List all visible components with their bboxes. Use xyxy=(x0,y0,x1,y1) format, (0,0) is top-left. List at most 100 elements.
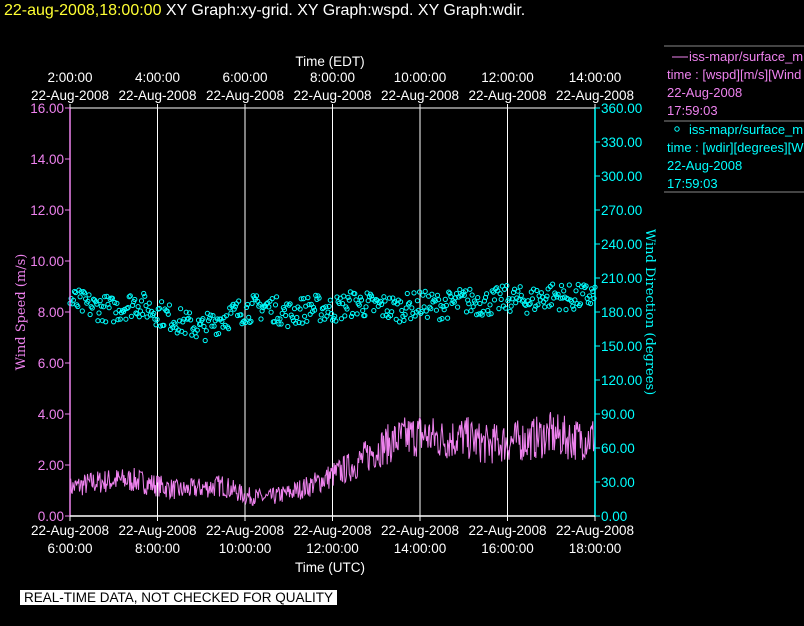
y-right-tick-label: 90.00 xyxy=(601,407,635,422)
wind-direction-point xyxy=(469,292,475,298)
wind-direction-point xyxy=(439,316,445,322)
wind-direction-point xyxy=(286,302,292,308)
wind-direction-point xyxy=(214,316,220,322)
wind-direction-point xyxy=(357,294,363,300)
wind-direction-point xyxy=(468,308,474,314)
wind-direction-point xyxy=(363,304,369,310)
legend-wdir-variable: time : [wdir][degrees][W xyxy=(667,140,804,155)
wind-direction-point xyxy=(488,311,494,317)
wind-direction-point xyxy=(532,306,538,312)
wind-direction-point xyxy=(266,304,272,310)
y-right-tick-label: 180.00 xyxy=(601,305,642,320)
y-left-tick-label: 2.00 xyxy=(38,458,64,473)
x-bottom-tick-date: 22-Aug-2008 xyxy=(381,523,459,538)
wind-direction-point xyxy=(128,313,134,319)
wind-direction-point xyxy=(285,323,291,330)
wind-direction-point xyxy=(484,291,490,297)
wind-direction-point xyxy=(346,297,352,303)
wind-direction-point xyxy=(81,290,88,296)
wind-direction-point xyxy=(294,314,300,321)
x-top-tick-date: 22-Aug-2008 xyxy=(31,88,109,103)
wind-direction-point xyxy=(143,303,149,309)
wind-direction-point xyxy=(80,289,87,295)
wind-direction-point xyxy=(94,301,100,307)
wind-direction-point xyxy=(497,291,503,297)
y-right-tick-label: 330.00 xyxy=(601,135,642,150)
wind-direction-point xyxy=(113,310,119,316)
wind-direction-point xyxy=(310,304,317,310)
wind-direction-point xyxy=(247,319,253,325)
wind-direction-point xyxy=(496,306,502,312)
wind-direction-point xyxy=(133,310,139,316)
wind-direction-point xyxy=(360,308,366,314)
wind-direction-point xyxy=(396,319,403,325)
wind-direction-point xyxy=(433,307,439,313)
wind-direction-point xyxy=(445,315,451,321)
wind-direction-point xyxy=(389,309,395,315)
y-right-tick-label: 240.00 xyxy=(601,237,642,252)
wind-direction-point xyxy=(428,306,434,312)
wind-direction-point xyxy=(151,310,157,316)
legend-wspd-variable: time : [wspd][m/s][Wind xyxy=(667,67,801,82)
wind-direction-point xyxy=(405,301,412,307)
wind-direction-point xyxy=(429,291,435,297)
wind-direction-point xyxy=(157,323,164,329)
wind-direction-point xyxy=(124,305,130,311)
wind-direction-point xyxy=(411,290,417,296)
wind-direction-point xyxy=(328,311,334,317)
wind-direction-point xyxy=(338,316,344,322)
wind-direction-point xyxy=(508,303,514,309)
wind-direction-point xyxy=(268,309,274,315)
wind-direction-point xyxy=(205,318,212,324)
wind-direction-point xyxy=(515,288,521,294)
wind-direction-point xyxy=(414,298,420,304)
wind-direction-point xyxy=(191,325,197,331)
wind-direction-point xyxy=(104,293,110,299)
wind-direction-point xyxy=(558,282,565,289)
wind-direction-point xyxy=(498,296,504,302)
wind-direction-point xyxy=(402,312,408,318)
wind-direction-point xyxy=(587,300,594,307)
wind-direction-point xyxy=(238,312,244,318)
wind-direction-point xyxy=(100,304,107,310)
y-right-tick-label: 30.00 xyxy=(601,475,635,490)
wind-direction-point xyxy=(226,326,232,332)
wind-direction-point xyxy=(298,296,304,302)
wind-direction-point xyxy=(327,297,333,303)
wind-direction-point xyxy=(159,299,165,305)
y-left-tick-label: 4.00 xyxy=(38,407,64,422)
wind-direction-point xyxy=(249,300,255,306)
wind-direction-point xyxy=(399,307,405,314)
wind-direction-point xyxy=(121,309,127,315)
y-left-tick-label: 16.00 xyxy=(30,101,64,116)
wind-direction-point xyxy=(184,316,190,322)
wind-direction-point xyxy=(408,316,414,322)
wind-direction-point xyxy=(180,319,186,325)
wind-direction-point xyxy=(518,292,524,298)
wind-direction-point xyxy=(486,311,492,317)
wind-direction-point xyxy=(248,318,254,324)
wind-direction-point xyxy=(232,304,238,310)
wind-direction-point xyxy=(467,286,473,292)
wind-direction-point xyxy=(297,306,303,312)
wind-direction-point xyxy=(259,308,265,314)
x-top-tick-time: 8:00:00 xyxy=(310,70,355,85)
wind-direction-point xyxy=(176,318,183,324)
wind-direction-point xyxy=(316,295,322,301)
wind-direction-point xyxy=(348,313,355,319)
wind-direction-point xyxy=(95,318,101,324)
wind-direction-point xyxy=(304,318,310,324)
wind-direction-point xyxy=(466,301,472,307)
wind-direction-point xyxy=(577,301,584,307)
wind-direction-point xyxy=(98,303,104,309)
y-right-tick-label: 0.00 xyxy=(601,509,627,524)
wind-direction-point xyxy=(441,307,447,313)
wind-direction-point xyxy=(164,308,170,314)
wind-direction-point xyxy=(344,306,350,312)
wind-direction-point xyxy=(223,313,229,319)
wind-direction-point xyxy=(566,282,572,288)
wind-direction-point xyxy=(135,304,141,310)
wind-direction-point xyxy=(409,305,415,311)
y-left-tick-label: 12.00 xyxy=(30,203,64,218)
y-right-tick-label: 270.00 xyxy=(601,203,642,218)
